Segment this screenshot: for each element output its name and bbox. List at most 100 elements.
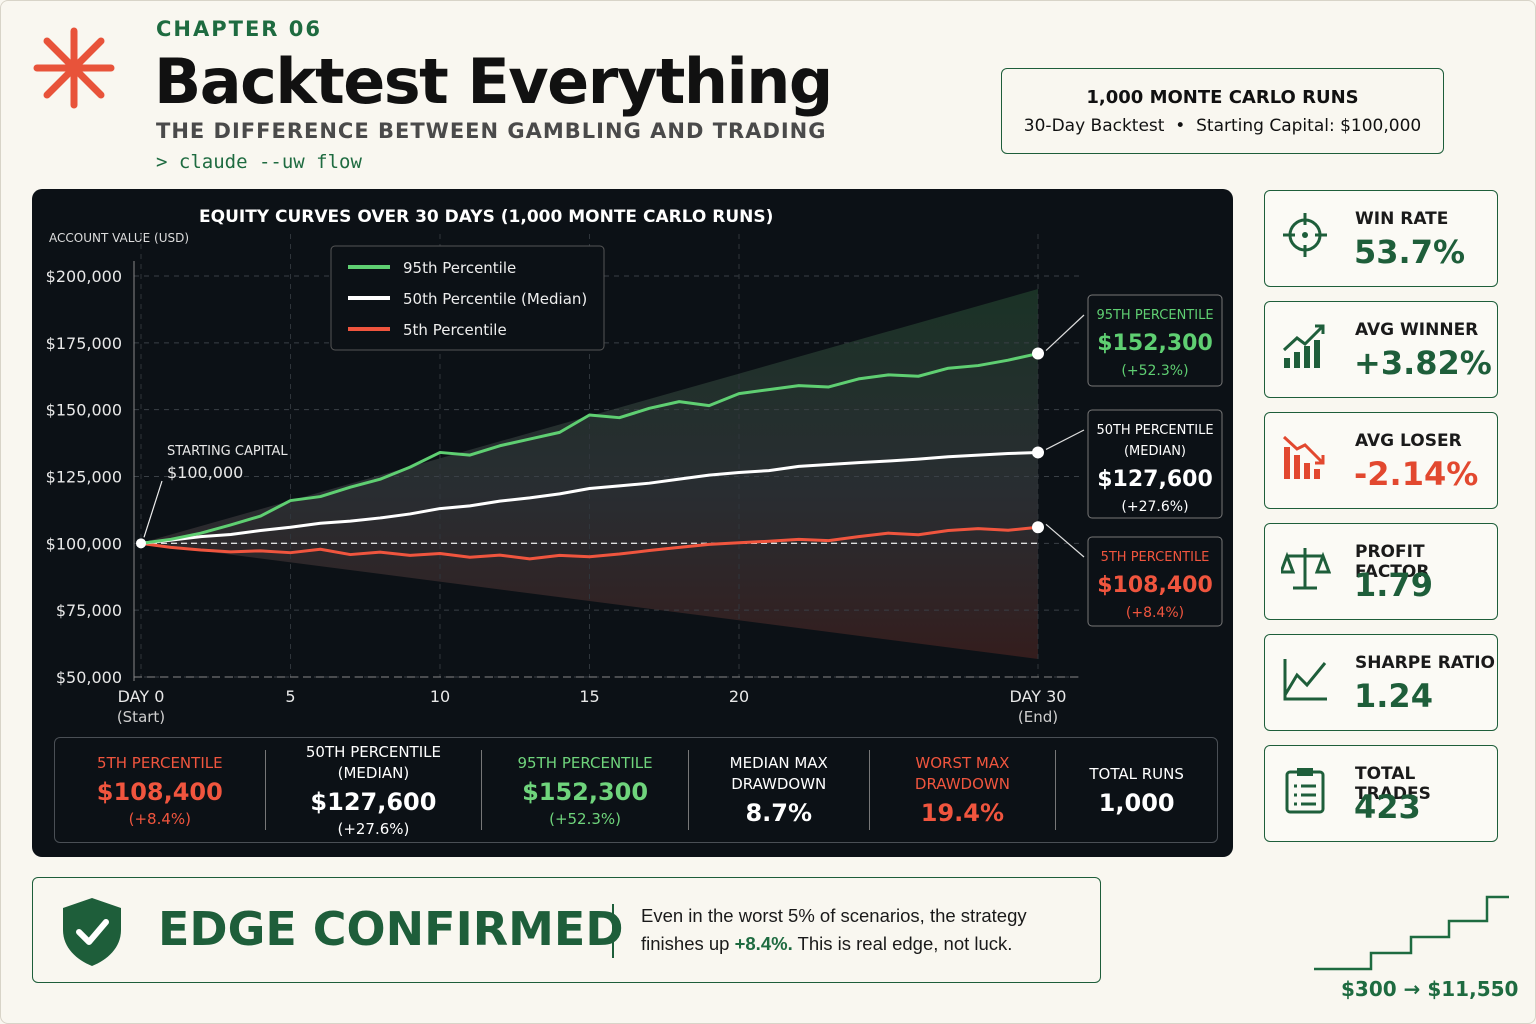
kpi-icon [1285,768,1325,814]
annotation-title: STARTING CAPITAL [167,444,288,459]
kpi-icon [1283,213,1327,257]
kpi-value: 423 [1354,788,1421,826]
command: > claude --uw flow [156,151,362,173]
kpi-icon [1281,548,1331,590]
stairs [1314,895,1509,971]
kpi-icon [1282,324,1325,368]
y-tick-label: $200,000 [46,267,122,286]
icon-shape [1302,232,1308,238]
callout-value: $127,600 [1097,467,1213,492]
kpi-card: TOTAL TRADES 423 [1264,745,1498,842]
kpi-label: AVG WINNER [1355,320,1479,340]
check [76,919,109,945]
icon-shape [1304,463,1310,479]
icon-shape [1281,548,1331,590]
icon-shape [1284,447,1290,479]
stat-value: 19.4% [920,799,1005,827]
y-tick-label: $125,000 [46,468,122,487]
stat-label: WORST MAX DRAWDOWN [914,754,1010,793]
kpi-label: WIN RATE [1355,209,1449,229]
stat-cell: TOTAL RUNS 1,000 [1056,750,1217,830]
stat-label: TOTAL RUNS [1089,764,1184,783]
kpi-card: PROFIT FACTOR 1.79 [1264,523,1498,620]
subtitle: THE DIFFERENCE BETWEEN GAMBLING AND TRAD… [156,119,827,143]
kpi-value: 53.7% [1354,233,1466,271]
stat-label: 95TH PERCENTILE [517,753,653,772]
legend-box [330,245,605,351]
icon-shape [1314,340,1320,368]
callout-title: 50TH PERCENTILE [1096,423,1213,438]
stat-cell: 5TH PERCENTILE $108,400 (+8.4%) [55,750,266,830]
kpi-value: 1.24 [1354,677,1433,715]
stat-sub: (+52.3%) [549,809,622,828]
callout-change: (+52.3%) [1121,363,1188,379]
page-title: Backtest Everything [154,45,833,118]
stat-label: MEDIAN MAX DRAWDOWN [729,754,828,793]
annotation-arrow [143,480,163,538]
stat-sub: (+27.6%) [337,820,410,838]
icon-shape [1283,659,1327,701]
annotation-value: $100,000 [167,463,243,482]
stat-value: $152,300 [522,777,649,806]
callout-subtitle: (MEDIAN) [1124,444,1186,459]
separator: • [1175,116,1186,136]
asterisk [33,27,115,109]
series-line [140,525,1039,561]
shield-icon [63,898,121,966]
shield [63,898,121,966]
stats-table: 5TH PERCENTILE $108,400 (+8.4%) 50TH PERCEN… [54,737,1218,843]
stroke [43,37,105,99]
kpi-label: TOTAL TRADES [1355,764,1431,804]
stat-cell: WORST MAX DRAWDOWN 19.4% [870,750,1057,830]
stat-cell: MEDIAN MAX DRAWDOWN 8.7% [689,750,870,830]
stat-cell: 95TH PERCENTILE $152,300 (+52.3%) [482,750,689,830]
icon-shape [1314,469,1320,479]
x-tick-note: (Start) [117,708,165,726]
divider [612,904,614,958]
kpi-label: PROFIT FACTOR [1355,542,1430,582]
icon-shape [1283,213,1327,257]
kpi-card: AVG WINNER +3.82% [1264,301,1498,398]
icon-shape [1297,768,1313,776]
icon-shape [1304,346,1310,368]
banner-text: Even in the worst 5% of scenarios, the s… [641,902,1081,958]
x-tick-label: DAY 0 [118,687,165,706]
text: This is real edge, not luck. [797,933,1013,954]
kpi-icon [1283,659,1327,701]
kpi-card: SHARPE RATIO 1.24 [1264,634,1498,731]
y-tick-label: $50,000 [56,668,122,687]
highlight: +8.4%. [734,933,793,954]
icon-shape [1282,324,1325,352]
callout-box [1087,409,1223,519]
kpi-icon [1282,435,1325,479]
end-point [1032,347,1044,360]
y-tick-label: $175,000 [46,334,122,353]
callout-arrow [1045,523,1085,558]
x-tick-label: DAY 30 [1010,687,1067,706]
callout-change: (+27.6%) [1121,499,1188,515]
kpi-value: +3.82% [1354,344,1492,382]
x-tick-label: 20 [729,687,749,706]
callout-value: $152,300 [1097,331,1213,356]
x-tick-label: 10 [430,687,450,706]
logo-asterisk [33,27,115,109]
y-tick-label: $150,000 [46,401,122,420]
chart-panel: EQUITY CURVES OVER 30 DAYS (1,000 MONTE … [32,189,1233,857]
callout-box [1087,294,1223,387]
callout-change: (+8.4%) [1126,605,1184,621]
end-point [1032,521,1044,534]
kpi-label: AVG LOSER [1355,431,1462,451]
legend-label: 95th Percentile [403,259,516,277]
legend-label: 50th Percentile (Median) [403,290,587,308]
kpi-card: AVG LOSER -2.14% [1264,412,1498,509]
kpi-card: WIN RATE 53.7% [1264,190,1498,287]
stat-cell: 50TH PERCENTILE (MEDIAN) $127,600 (+27.6%) [266,743,483,838]
summary-item: Starting Capital: $100,000 [1196,116,1422,136]
stat-value: $108,400 [96,777,223,806]
icon-shape [1284,358,1290,368]
text: Even in the worst 5% of scenarios, the s… [641,905,1027,954]
callout-title: 5TH PERCENTILE [1101,550,1210,565]
y-tick-label: $75,000 [56,601,122,620]
